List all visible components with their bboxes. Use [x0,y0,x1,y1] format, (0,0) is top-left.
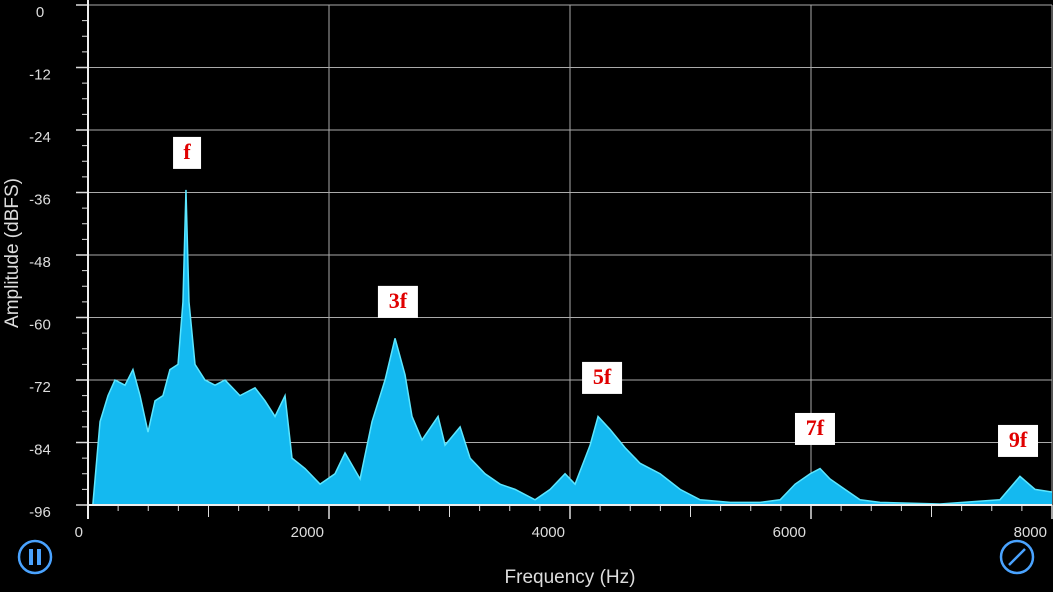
pause-bar[interactable] [37,549,41,565]
y-tick-label: -84 [29,441,51,458]
y-tick-label: -12 [29,66,51,83]
annotation: 9f [1009,427,1028,452]
pause-button[interactable] [17,539,53,575]
annotation-box [377,285,418,318]
y-tick-label: -96 [29,504,51,521]
annotation: 5f [593,364,612,389]
x-tick-label: 6000 [773,524,806,541]
annotation: f [183,139,191,164]
x-tick-label: 4000 [532,524,565,541]
annotation-box [794,412,835,445]
zoom-arrow[interactable] [1008,548,1026,566]
annotation: 3f [389,288,408,313]
y-tick-label: -60 [29,316,51,333]
annotation-box [582,361,623,394]
spectrum-line [92,189,1053,506]
annotation-box [173,136,202,169]
y-tick-label: -24 [29,129,51,146]
y-tick-label: -48 [29,254,51,271]
x-tick-label: 0 [75,524,83,541]
x-tick-label: 2000 [291,524,324,541]
x-tick-label: 8000 [1014,524,1047,541]
y-tick-label: -36 [29,191,51,208]
zoom-button[interactable] [999,539,1035,575]
zoom-circle[interactable] [999,539,1035,575]
y-axis-label: Amplitude (dBFS) [2,178,23,328]
plot: 0 -12 -24 -36 -48 -60 -72 -84 -96 0 2000 4000 6000 80… [29,0,1053,541]
pause-bar[interactable] [29,549,33,565]
annotation-box [998,424,1039,457]
annotation: 7f [806,415,825,440]
y-tick-label: 0 [36,4,44,21]
spectrum-area [92,189,1052,506]
y-tick-label: -72 [29,379,51,396]
x-axis-label: Frequency (Hz) [505,567,636,588]
pause-circle[interactable] [17,539,53,575]
